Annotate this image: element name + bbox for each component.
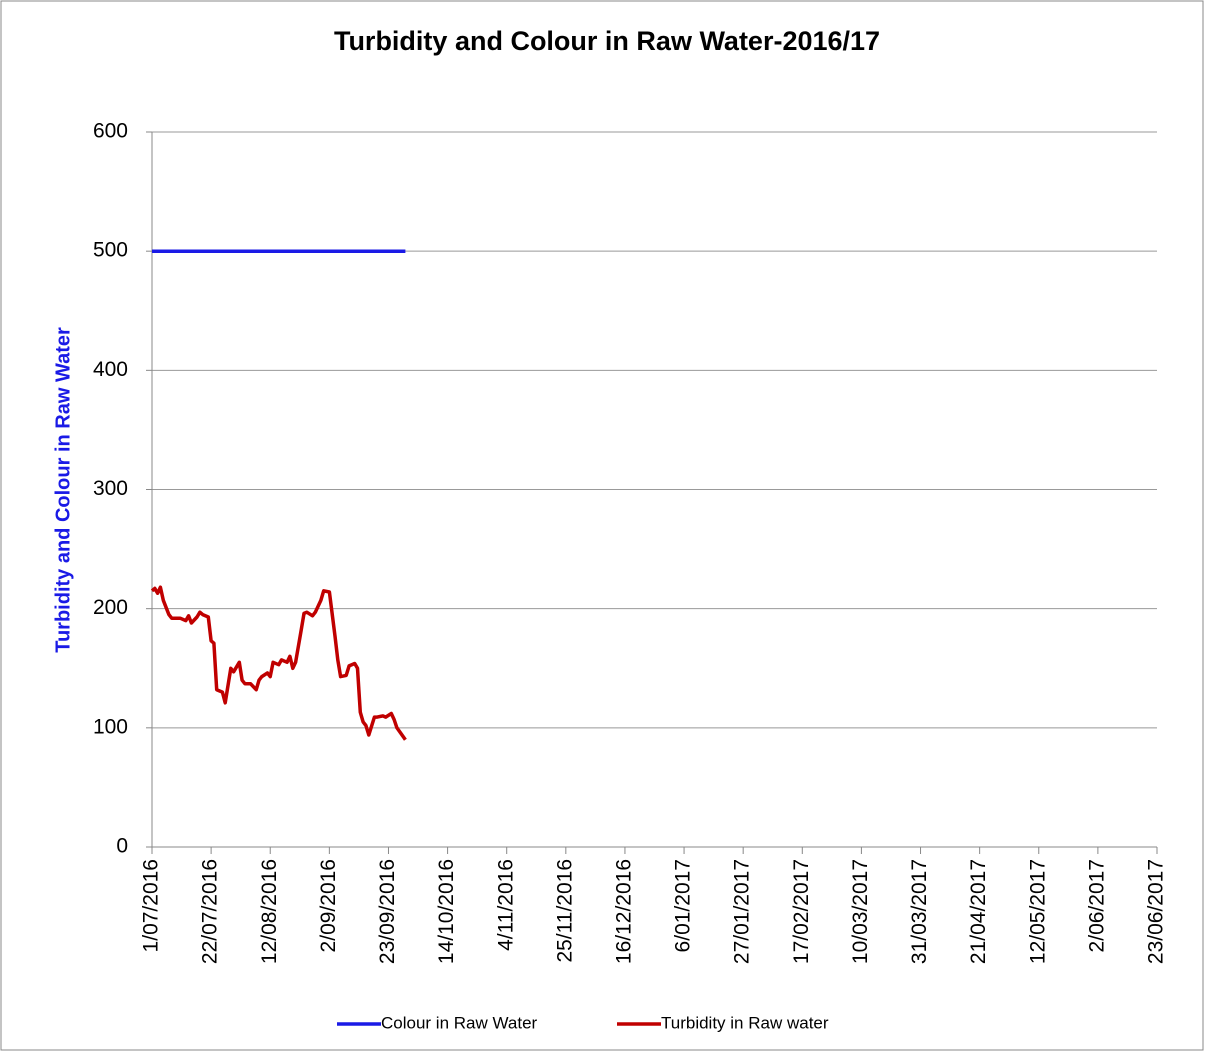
y-tick-label: 600 xyxy=(93,120,128,143)
x-tick-label: 23/09/2016 xyxy=(376,859,399,964)
y-tick-label: 200 xyxy=(93,596,128,619)
x-tick-label: 1/07/2016 xyxy=(140,859,163,952)
y-tick-label: 300 xyxy=(93,477,128,500)
legend-label: Colour in Raw Water xyxy=(381,1013,538,1032)
x-tick-label: 21/04/2017 xyxy=(967,859,990,964)
x-tick-label: 22/07/2016 xyxy=(199,859,222,964)
x-tick-label: 17/02/2017 xyxy=(790,859,813,964)
y-axis-label: Turbidity and Colour in Raw Water xyxy=(52,327,74,653)
chart-title: Turbidity and Colour in Raw Water-2016/1… xyxy=(334,26,880,56)
x-tick-label: 25/11/2016 xyxy=(553,859,576,963)
x-tick-label: 23/06/2017 xyxy=(1145,859,1168,964)
x-tick-label: 6/01/2017 xyxy=(672,859,695,952)
x-tick-label: 2/06/2017 xyxy=(1085,859,1108,952)
x-tick-label: 12/08/2016 xyxy=(258,859,281,964)
y-tick-label: 0 xyxy=(116,835,128,858)
x-tick-label: 12/05/2017 xyxy=(1026,859,1049,964)
x-tick-label: 10/03/2017 xyxy=(849,859,872,964)
x-tick-label: 16/12/2016 xyxy=(612,859,635,964)
x-tick-label: 4/11/2016 xyxy=(494,859,517,951)
legend-label: Turbidity in Raw water xyxy=(661,1013,829,1032)
y-tick-label: 500 xyxy=(93,239,128,262)
data-line xyxy=(150,585,407,741)
x-tick-label: 2/09/2016 xyxy=(317,859,340,952)
y-tick-label: 100 xyxy=(93,715,128,738)
y-tick-label: 400 xyxy=(93,358,128,381)
x-tick-label: 31/03/2017 xyxy=(908,859,931,964)
x-tick-label: 27/01/2017 xyxy=(731,859,754,964)
x-tick-label: 14/10/2016 xyxy=(435,859,458,964)
